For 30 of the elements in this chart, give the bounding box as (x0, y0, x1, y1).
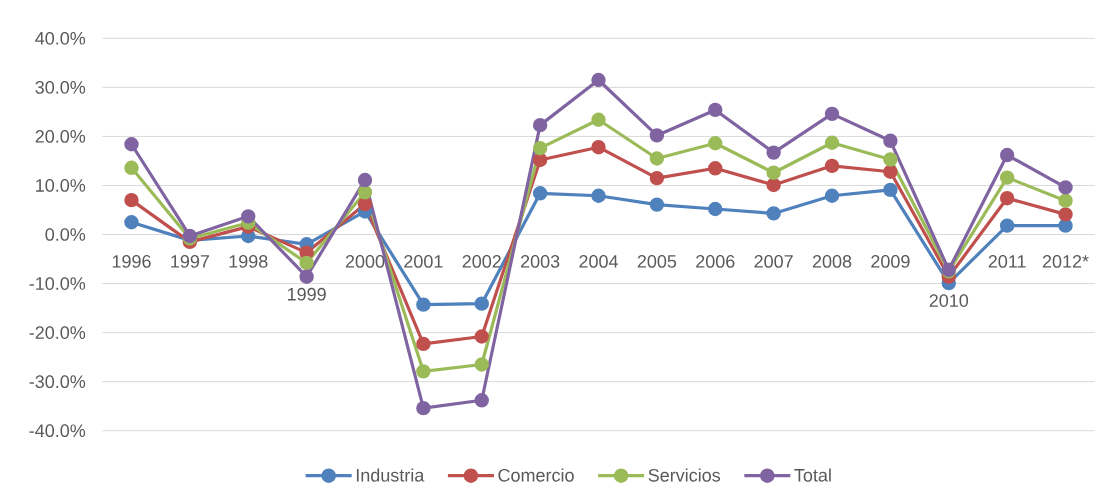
x-tick-label: 2006 (696, 255, 735, 268)
x-tick-label: 2001 (404, 255, 443, 268)
x-tick-label: 2009 (871, 255, 910, 268)
x-tick-label: 2000 (345, 255, 385, 268)
y-tick-label: -20.0% (29, 326, 86, 339)
x-tick-label: 2010 (929, 294, 969, 307)
x-tick-label: 1996 (112, 255, 151, 268)
y-tick-label: 40.0% (35, 31, 86, 45)
y-tick-label: 30.0% (35, 80, 86, 94)
y-tick-label: 10.0% (36, 179, 86, 192)
x-tick-label: 2004 (579, 255, 618, 268)
y-tick-label: -30.0% (29, 375, 86, 389)
y-tick-label: -40.0% (29, 424, 86, 438)
x-tick-label: 1999 (287, 287, 326, 301)
x-tick-label: 2012* (1042, 255, 1089, 268)
x-tick-label: 2011 (988, 255, 1026, 268)
x-tick-label: 1998 (229, 255, 268, 268)
x-tick-label: 2002 (462, 255, 501, 268)
x-tick-label: 2003 (521, 255, 560, 268)
legend-label: Comercio (498, 468, 574, 482)
y-tick-label: 0.0% (45, 228, 86, 241)
y-tick-label: 20.0% (35, 130, 86, 143)
x-tick-label: 2005 (637, 255, 677, 268)
x-tick-label: 2007 (754, 255, 793, 268)
y-tick-label: -10.0% (29, 277, 86, 290)
legend-label: Industria (356, 468, 425, 482)
x-tick-label: 1997 (171, 255, 209, 268)
x-tick-label: 2008 (812, 255, 852, 268)
legend-label: Total (794, 468, 831, 482)
legend-label: Servicios (648, 468, 721, 482)
